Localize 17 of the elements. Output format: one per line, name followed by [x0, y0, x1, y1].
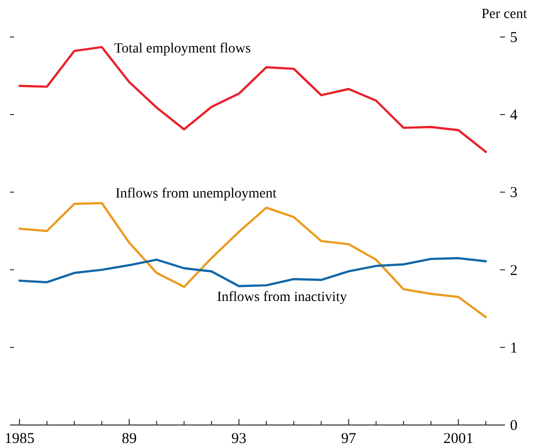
y-axis-title: Per cent [482, 7, 528, 22]
x-tick-label: 1985 [4, 431, 34, 447]
series-label: Inflows from unemployment [115, 186, 277, 202]
y-tick-label: 5 [510, 30, 518, 46]
series-label: Inflows from inactivity [216, 290, 347, 305]
y-tick-label: 1 [510, 340, 518, 356]
line-series [18, 202, 487, 318]
y-tick-label: 0 [510, 418, 518, 434]
y-tick-label: 3 [510, 185, 518, 202]
y-tick-label: 2 [510, 262, 518, 279]
x-tick-label: 2001 [443, 431, 474, 447]
series-label: Total employment flows [114, 42, 251, 57]
x-tick-label: 97 [341, 431, 357, 447]
x-tick-label: 93 [231, 431, 246, 447]
y-tick-label: 4 [510, 108, 518, 124]
line-series [18, 257, 487, 288]
x-tick-label: 89 [122, 431, 137, 447]
